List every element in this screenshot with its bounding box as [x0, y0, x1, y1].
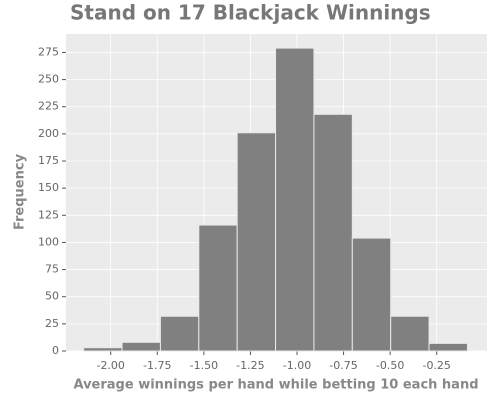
x-tick-label: -0.75 [329, 359, 357, 372]
x-tick-label: -1.00 [283, 359, 311, 372]
y-tick-label: 25 [45, 317, 59, 330]
y-tick-label: 150 [38, 181, 59, 194]
y-tick-label: 250 [38, 73, 59, 86]
bar [159, 315, 200, 352]
bar [313, 113, 353, 352]
y-tick-label: 100 [38, 235, 59, 248]
y-tick-label: 200 [38, 127, 59, 140]
bar [236, 132, 277, 352]
bar [83, 347, 123, 352]
bar [198, 224, 238, 352]
x-tick-label: -1.75 [143, 359, 171, 372]
y-tick-label: 0 [52, 344, 59, 357]
y-tick-label: 225 [38, 100, 59, 113]
x-axis-label: Average winnings per hand while betting … [73, 378, 478, 393]
bar [351, 237, 392, 352]
y-tick-label: 175 [38, 154, 59, 167]
bar [428, 342, 468, 352]
x-tick-label: -1.25 [236, 359, 264, 372]
y-tick-label: 75 [45, 263, 59, 276]
x-tick-label: -1.50 [190, 359, 218, 372]
y-axis-label: Frequency [13, 153, 28, 230]
bar [121, 341, 161, 352]
chart-title: Stand on 17 Blackjack Winnings [70, 1, 431, 25]
bar [390, 315, 430, 352]
x-tick-label: -2.00 [96, 359, 124, 372]
y-tick-label: 50 [45, 290, 59, 303]
x-tick-label: -0.25 [422, 359, 450, 372]
y-tick-label: 125 [38, 208, 59, 221]
y-tick-label: 275 [38, 45, 59, 58]
x-tick-label: -0.50 [376, 359, 404, 372]
bar [275, 47, 315, 352]
